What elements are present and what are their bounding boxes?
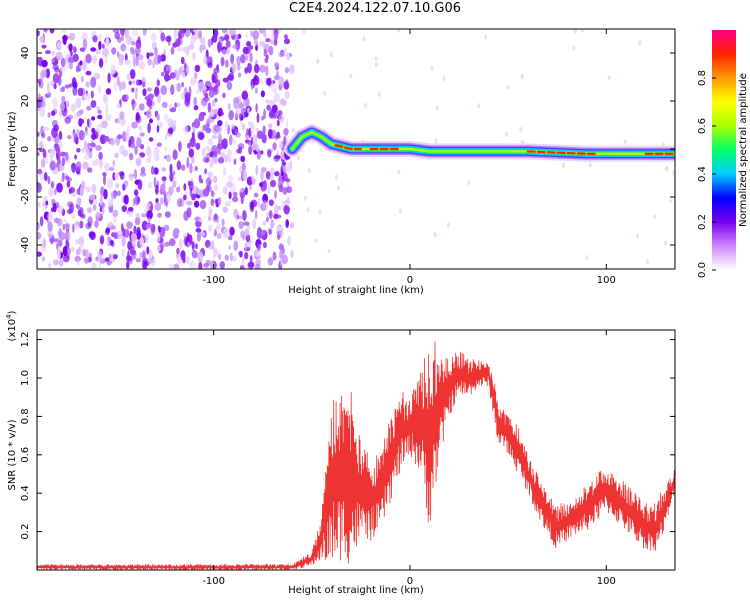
colorbar-tick-label: 0.6 bbox=[697, 118, 708, 134]
multiplier-exponent: 4 bbox=[5, 314, 13, 319]
x-tick-label: -100 bbox=[202, 275, 225, 286]
snr-series-line bbox=[37, 341, 675, 570]
y-axis-label: Frequency (Hz) bbox=[7, 111, 18, 187]
y-axis-multiplier: (x104) bbox=[5, 310, 18, 341]
y-axis-label: SNR (10 * v/v) bbox=[7, 419, 18, 490]
y-tick-label: 40 bbox=[20, 47, 31, 60]
y-tick-label: -40 bbox=[20, 237, 31, 253]
y-tick-label: 20 bbox=[20, 95, 31, 108]
ridge-peak-0 bbox=[334, 144, 362, 151]
y-tick-label: 1.2 bbox=[20, 332, 31, 348]
y-tick-label: 0.4 bbox=[20, 485, 31, 501]
y-tick-label: 0.8 bbox=[20, 408, 31, 424]
colorbar-tick-label: 0.4 bbox=[697, 166, 708, 182]
y-tick-label: 0.2 bbox=[20, 524, 31, 540]
figure-title: C2E4.2024.122.07.10.G06 bbox=[288, 1, 462, 16]
y-tick-label: -20 bbox=[20, 189, 31, 205]
colorbar-tick-label: 0.8 bbox=[697, 70, 708, 86]
x-tick-label: 0 bbox=[407, 275, 413, 286]
y-tick-label: 0 bbox=[20, 146, 31, 152]
y-tick-label: 1.0 bbox=[20, 370, 31, 386]
colorbar-tick-label: 0.0 bbox=[697, 262, 708, 278]
colorbar-tick-label: 0.2 bbox=[697, 214, 708, 230]
snr-plot bbox=[37, 341, 675, 570]
colorbar-label: Normalized spectral amplitude bbox=[738, 73, 749, 227]
x-tick-label: -100 bbox=[202, 576, 225, 587]
heatmap-plot bbox=[37, 29, 675, 269]
y-tick-label: 0.6 bbox=[20, 447, 31, 463]
multiplier-close: ) bbox=[7, 310, 18, 314]
snr-frame bbox=[36, 329, 676, 571]
colorbar bbox=[712, 30, 736, 270]
x-tick-label: 100 bbox=[597, 275, 616, 286]
ridge-peak-2 bbox=[526, 150, 598, 155]
x-tick-label: 0 bbox=[407, 576, 413, 587]
x-axis-label: Height of straight line (km) bbox=[288, 585, 424, 596]
x-tick-label: 100 bbox=[597, 576, 616, 587]
x-axis-label: Height of straight line (km) bbox=[288, 285, 424, 296]
multiplier-base: (x10 bbox=[7, 319, 18, 342]
